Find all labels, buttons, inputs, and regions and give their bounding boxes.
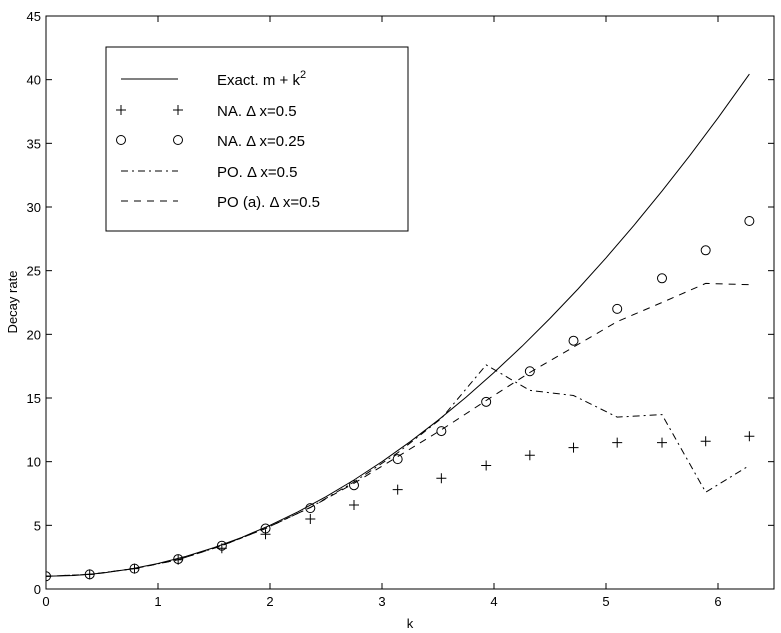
- y-tick-label: 35: [27, 136, 41, 151]
- circle-marker-point: [612, 303, 623, 314]
- legend-label-text: Exact. m + k: [217, 72, 300, 89]
- x-tick-label: 6: [714, 594, 721, 609]
- plus-marker-point: [436, 473, 447, 484]
- circle-marker-point: [744, 216, 755, 227]
- legend-label-text: NA. Δ x=0.5: [217, 103, 297, 120]
- circle-marker-point: [129, 563, 140, 574]
- series-layer: [46, 73, 755, 582]
- y-tick-label: 5: [34, 518, 41, 533]
- legend-label-text: PO (a). Δ x=0.5: [217, 194, 320, 211]
- circle-marker-point: [349, 480, 359, 491]
- y-tick-label: 40: [27, 73, 41, 88]
- legend-label-text: NA. Δ x=0.25: [217, 133, 305, 150]
- plus-marker-point: [700, 436, 711, 447]
- series-line-solid: [46, 73, 750, 577]
- circle-marker-point: [260, 523, 271, 534]
- legend-label-text: PO. Δ x=0.5: [217, 164, 297, 181]
- circle-marker-point: [216, 540, 227, 551]
- legend: Exact. m + k2 NA. Δ x=0.5 NA. Δ x=0.25 PO. …: [105, 46, 409, 232]
- y-tick-label: 0: [34, 582, 41, 597]
- legend-label: NA. Δ x=0.25: [217, 133, 305, 150]
- legend-circle-marker: [116, 135, 126, 145]
- x-tick-label: 3: [378, 594, 385, 609]
- series-line-dash-dot: [46, 364, 750, 577]
- series-line-dashed: [46, 282, 750, 577]
- circle-marker-point: [481, 396, 492, 407]
- circle-marker-point: [392, 454, 403, 465]
- y-axis-label: Decay rate: [5, 271, 20, 334]
- legend-plus-marker: [116, 105, 126, 115]
- series-3: [46, 364, 750, 577]
- circle-marker-point: [524, 366, 535, 377]
- y-tick-label: 20: [27, 327, 41, 342]
- plus-marker-point: [744, 431, 755, 442]
- x-axis-label: k: [407, 616, 414, 631]
- circle-marker-point: [173, 554, 184, 565]
- legend-label: PO. Δ x=0.5: [217, 164, 297, 181]
- x-tick-label: 5: [602, 594, 609, 609]
- legend-entry: PO. Δ x=0.5: [121, 164, 297, 181]
- x-tick-label: 2: [266, 594, 273, 609]
- plus-marker-point: [657, 437, 667, 448]
- x-tick-label: 0: [42, 594, 49, 609]
- circle-marker-point: [657, 273, 667, 284]
- plus-marker-point: [216, 543, 227, 554]
- plus-marker-point: [260, 529, 271, 540]
- plus-marker-point: [612, 437, 623, 448]
- series-0: [46, 73, 750, 577]
- plus-marker-point: [392, 484, 403, 495]
- x-tick-label: 4: [490, 594, 497, 609]
- y-tick-label: 30: [27, 200, 41, 215]
- legend-label: NA. Δ x=0.5: [217, 103, 297, 120]
- series-4: [46, 282, 750, 577]
- plus-marker-point: [481, 460, 492, 471]
- legend-entry: PO (a). Δ x=0.5: [121, 194, 320, 211]
- legend-label-superscript: 2: [300, 69, 306, 81]
- plus-marker-point: [349, 499, 359, 510]
- legend-label: Exact. m + k2: [217, 69, 306, 89]
- legend-circle-marker: [173, 135, 183, 145]
- legend-plus-marker: [173, 105, 183, 115]
- legend-entry: NA. Δ x=0.25: [116, 133, 305, 150]
- legend-entry: Exact. m + k2: [121, 69, 306, 89]
- legend-entry: NA. Δ x=0.5: [116, 103, 297, 120]
- plus-marker-point: [524, 450, 535, 461]
- y-tick-label: 15: [27, 391, 41, 406]
- circle-marker-point: [700, 245, 711, 256]
- circle-marker-point: [568, 335, 579, 346]
- plot-frame: [45, 15, 775, 590]
- legend-box: [105, 46, 409, 232]
- series-1: [46, 431, 755, 582]
- plus-marker-point: [305, 513, 316, 524]
- circle-marker-point: [436, 426, 447, 437]
- y-tick-label: 25: [27, 264, 41, 279]
- circle-marker-point: [305, 503, 316, 514]
- y-tick-label: 45: [27, 9, 41, 24]
- plus-marker-point: [568, 442, 579, 453]
- legend-label: PO (a). Δ x=0.5: [217, 194, 320, 211]
- y-tick-label: 10: [27, 455, 41, 470]
- x-tick-label: 1: [154, 594, 161, 609]
